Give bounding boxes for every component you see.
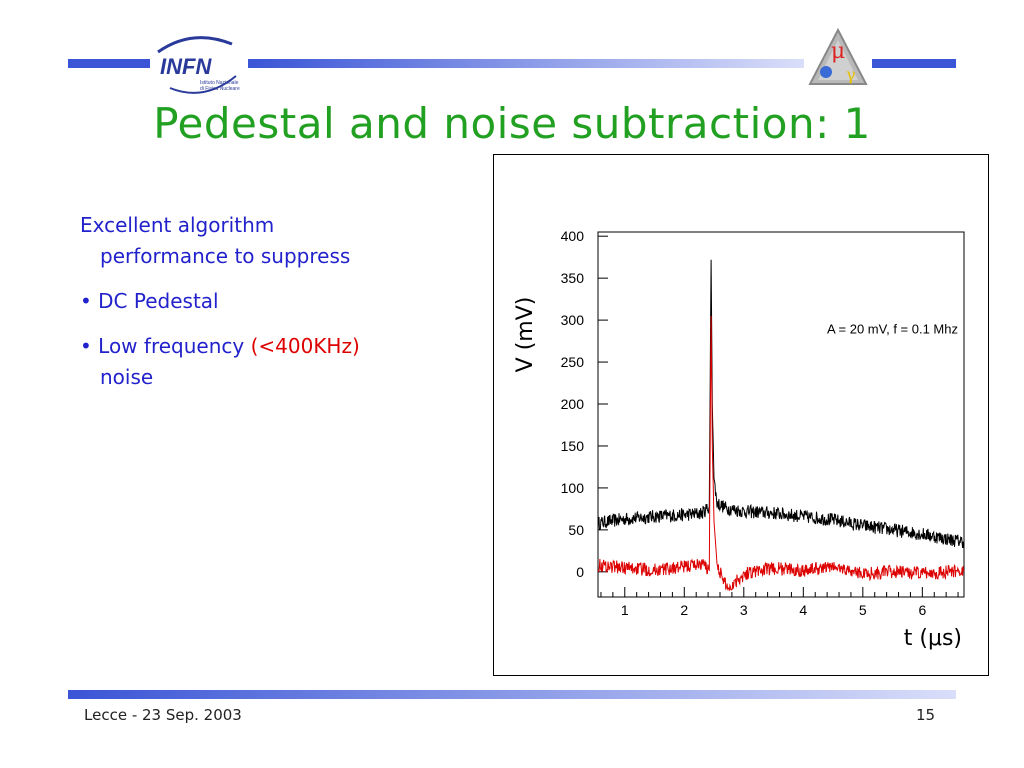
y-axis-label: V (mV) xyxy=(513,297,538,373)
intro-line-1: Excellent algorithm xyxy=(80,213,275,237)
bullet-low-frequency-label: • Low frequency xyxy=(80,334,251,358)
x-tick-label: 2 xyxy=(680,602,688,618)
y-tick-label: 250 xyxy=(561,354,585,370)
footer-date: Lecce - 23 Sep. 2003 xyxy=(84,706,242,724)
infn-logo: INFN Istituto Nazionale di Fisica Nuclea… xyxy=(152,30,252,96)
x-tick-label: 1 xyxy=(621,602,629,618)
series-line-2 xyxy=(597,315,965,591)
bullet-low-frequency: • Low frequency (<400KHz) noise xyxy=(80,331,460,393)
chart-frame: 0 50 100 150 200 250 300 350 400 1 2 3 4 5 6 t (μs) V (m… xyxy=(493,154,989,676)
y-tick-label: 400 xyxy=(561,228,585,244)
intro-paragraph: Excellent algorithm performance to suppr… xyxy=(80,210,460,272)
top-bar-right xyxy=(872,59,956,68)
infn-logo-subtitle-2: di Fisica Nucleare xyxy=(200,86,240,92)
bottom-bar xyxy=(68,690,956,699)
slide-title: Pedestal and noise subtraction: 1 xyxy=(153,99,871,148)
bullet-low-frequency-noise: noise xyxy=(100,365,154,389)
y-tick-label: 350 xyxy=(561,270,585,286)
infn-logo-subtitle-1: Istituto Nazionale xyxy=(200,80,239,86)
x-tick-label: 6 xyxy=(918,602,926,618)
y-tick-label: 50 xyxy=(568,522,584,538)
series-line-1 xyxy=(597,259,965,549)
y-tick-label: 150 xyxy=(561,438,585,454)
chart-annotation: A = 20 mV, f = 0.1 Mhz xyxy=(827,321,958,336)
x-tick-label: 3 xyxy=(740,602,748,618)
mu-triangle-logo: μ γ xyxy=(806,26,870,88)
infn-logo-text: INFN xyxy=(160,54,212,79)
y-tick-label: 300 xyxy=(561,312,585,328)
x-tick-label: 5 xyxy=(859,602,867,618)
waveform-chart: 0 50 100 150 200 250 300 350 400 1 2 3 4 5 6 t (μs) V (m… xyxy=(513,228,965,651)
x-tick-label: 4 xyxy=(799,602,807,618)
page-number: 15 xyxy=(916,706,936,724)
top-bar-left xyxy=(68,59,150,68)
plot-area-frame xyxy=(597,231,965,598)
bullet-dc-pedestal: • DC Pedestal xyxy=(80,289,219,313)
intro-line-2: performance to suppress xyxy=(100,244,351,268)
mu-symbol: μ xyxy=(831,39,845,64)
y-tick-label: 100 xyxy=(561,480,585,496)
top-bar-gradient xyxy=(248,59,804,68)
y-tick-label: 0 xyxy=(576,564,584,580)
x-axis-label: t (μs) xyxy=(904,626,962,651)
svg-text:γ: γ xyxy=(846,65,856,84)
y-tick-label: 200 xyxy=(561,396,585,412)
frequency-limit: (<400KHz) xyxy=(250,334,360,358)
body-text: Excellent algorithm performance to suppr… xyxy=(80,210,460,407)
